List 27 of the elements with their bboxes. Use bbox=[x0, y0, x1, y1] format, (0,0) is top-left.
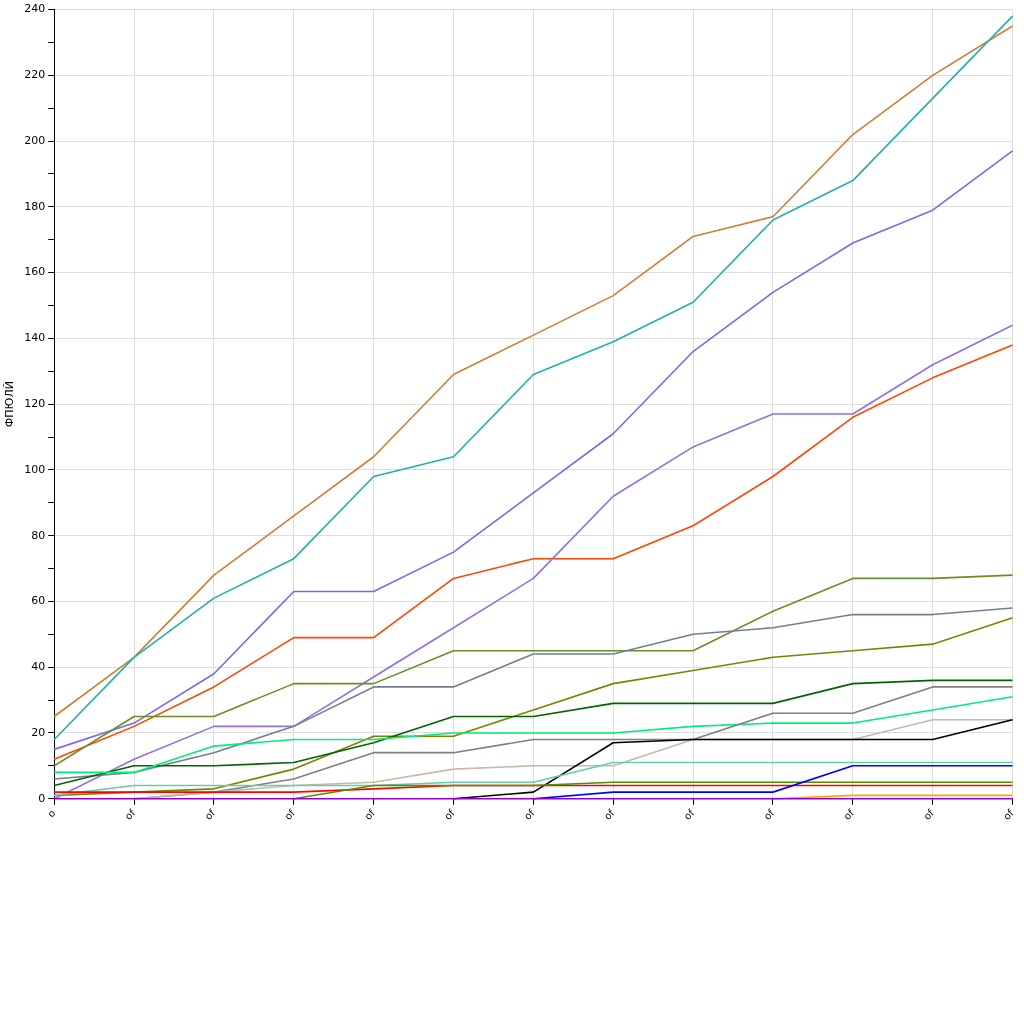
x-tick-label: of bbox=[202, 807, 218, 823]
x-tick-label: of bbox=[921, 807, 937, 823]
y-tick-label: 180 bbox=[24, 199, 46, 213]
x-tick-label: of bbox=[1001, 807, 1017, 823]
y-tick-label: 200 bbox=[24, 133, 46, 147]
x-tick-label: of bbox=[601, 807, 617, 823]
x-tick-label: of bbox=[442, 807, 458, 823]
y-tick-label: 80 bbox=[31, 528, 46, 542]
y-tick-label: 240 bbox=[24, 2, 46, 16]
x-tick-label: of bbox=[282, 807, 298, 823]
y-axis-title: ФПЮЛЙ bbox=[3, 381, 17, 428]
x-tick-label: of bbox=[841, 807, 857, 823]
y-tick-label: 140 bbox=[24, 331, 46, 345]
x-tick-label: of bbox=[362, 807, 378, 823]
y-tick-label: 120 bbox=[24, 397, 46, 411]
x-tick-label: of bbox=[522, 807, 537, 823]
y-tick-label: 100 bbox=[24, 462, 46, 476]
x-tick-label: of bbox=[122, 807, 138, 823]
x-tick-label: o bbox=[45, 807, 58, 820]
y-tick-label: 60 bbox=[31, 594, 46, 608]
y-tick-label: 0 bbox=[38, 791, 46, 805]
y-tick-label: 220 bbox=[24, 68, 46, 82]
x-tick-label: of bbox=[761, 807, 777, 823]
y-tick-label: 20 bbox=[31, 725, 46, 739]
y-tick-label: 160 bbox=[24, 265, 46, 279]
y-tick-label: 40 bbox=[31, 660, 46, 674]
x-tick-label: of bbox=[681, 807, 697, 823]
